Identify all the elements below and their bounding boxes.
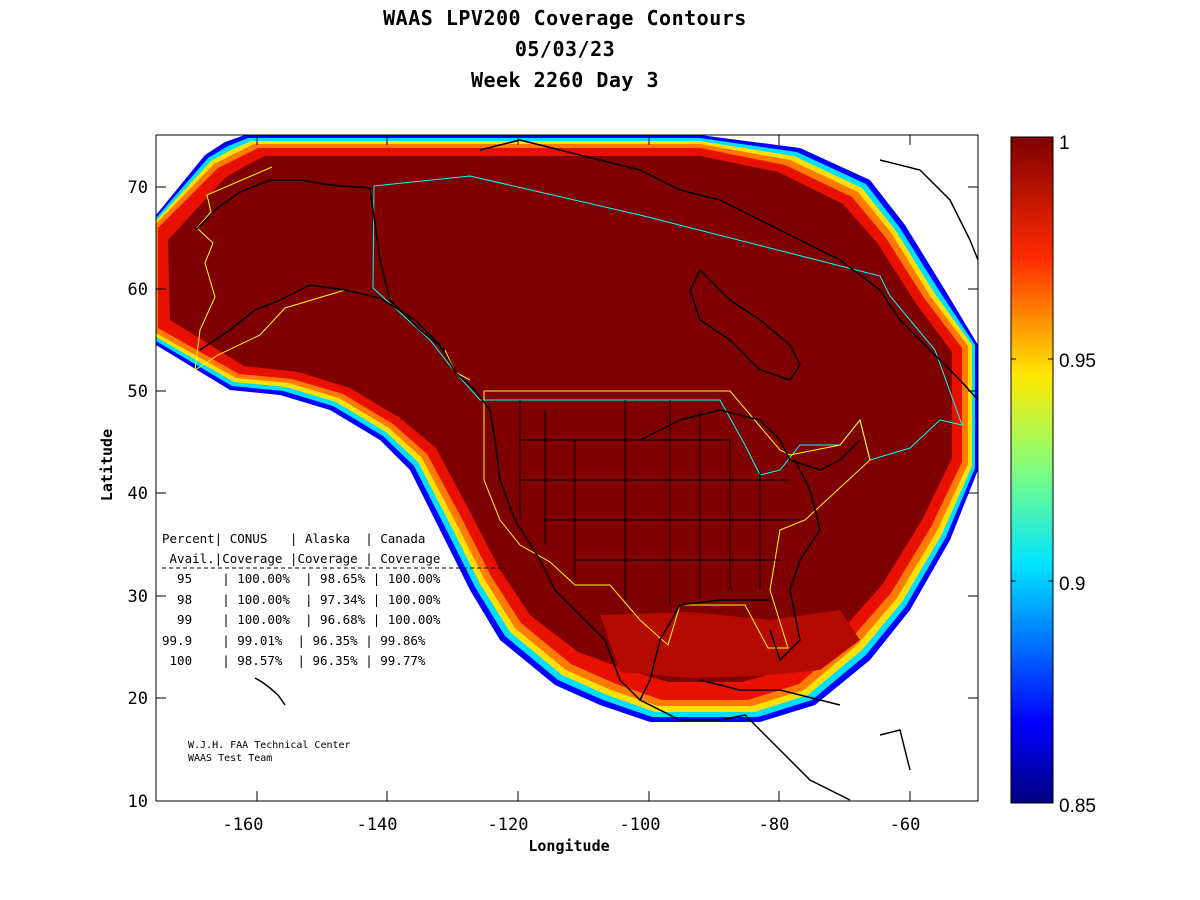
tick-marks: [156, 135, 978, 801]
y-tick-label: 20: [128, 689, 148, 709]
colorbar-label: 0.95: [1059, 351, 1096, 372]
coastlines: [195, 139, 978, 801]
x-tick-label: -80: [759, 815, 790, 835]
x-tick-label: -140: [357, 815, 398, 835]
y-tick-label: 10: [128, 792, 148, 812]
credit-line-1: W.J.H. FAA Technical Center: [188, 740, 351, 751]
y-tick-label: 60: [128, 280, 148, 300]
colorbar-label: 0.9: [1059, 574, 1085, 595]
coverage-table: Percent| CONUS | Alaska | Canada Avail.|…: [162, 531, 502, 668]
x-axis-label: Longitude: [528, 837, 609, 855]
colorbar-ticks: [1011, 358, 1053, 582]
table-row: 98 | 100.00% | 97.34% | 100.00%: [162, 592, 441, 607]
coverage-map: [156, 135, 978, 801]
y-tick-label: 70: [128, 178, 148, 198]
state-lines: [519, 400, 800, 605]
y-tick-label: 50: [128, 382, 148, 402]
y-tick-label: 40: [128, 484, 148, 504]
chart-title: WAAS LPV200 Coverage Contours: [383, 6, 747, 30]
table-header-2: Avail.|Coverage |Coverage | Coverage: [162, 551, 440, 566]
conus-boundary: [483, 390, 871, 649]
x-tick-label: -120: [488, 815, 529, 835]
y-tick-label: 30: [128, 587, 148, 607]
table-row: 99.9 | 99.01% | 96.35% | 99.86%: [162, 633, 426, 648]
table-row: 99 | 100.00% | 96.68% | 100.00%: [162, 612, 441, 627]
colorbar-label: 0.85: [1059, 796, 1096, 817]
colorbar: [1010, 136, 1054, 804]
coverage-band-darkred: [168, 156, 952, 682]
table-row: 100 | 98.57% | 96.35% | 99.77%: [162, 653, 426, 668]
chart-date: 05/03/23: [514, 37, 616, 61]
x-tick-label: -60: [890, 815, 921, 835]
x-tick-label: -100: [620, 815, 661, 835]
x-tick-label: -160: [223, 815, 264, 835]
y-axis-label: Latitude: [98, 429, 116, 501]
plot-frame: [155, 134, 979, 802]
table-header-1: Percent| CONUS | Alaska | Canada: [162, 531, 425, 546]
chart-week-day: Week 2260 Day 3: [470, 68, 660, 92]
credit-line-2: WAAS Test Team: [188, 753, 272, 764]
colorbar-label: 1: [1059, 133, 1070, 154]
table-row: 95 | 100.00% | 98.65% | 100.00%: [162, 571, 441, 586]
